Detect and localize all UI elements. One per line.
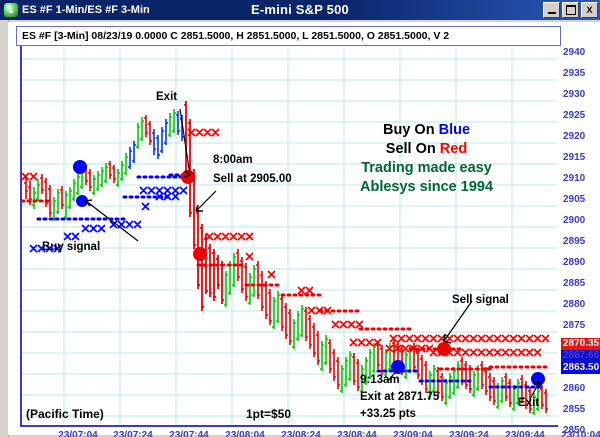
quote-info-text: ES #F [3-Min] 08/23/19 0.0000 C 2851.500… bbox=[22, 30, 450, 42]
price-tick: 2860 bbox=[563, 383, 586, 394]
buy-signal-leader bbox=[85, 200, 139, 242]
price-tick: 2850 bbox=[563, 425, 586, 436]
exit-price-label: Exit at 2871.75 bbox=[360, 391, 440, 403]
exit-sell-dot bbox=[181, 170, 195, 184]
price-axis[interactable]: 2940 2935 2930 2925 2920 2915 2910 2905 … bbox=[561, 46, 600, 436]
time-tick: 23/10:04 bbox=[561, 430, 600, 437]
exit-label-top: Exit bbox=[156, 91, 178, 103]
sell-signal-leader bbox=[443, 300, 473, 342]
window-controls[interactable]: X bbox=[543, 2, 598, 18]
timezone-note: (Pacific Time) bbox=[26, 407, 104, 421]
exit-label-right: Exit bbox=[518, 397, 540, 409]
price-tick: 2875 bbox=[563, 320, 586, 331]
price-tick: 2895 bbox=[563, 236, 586, 247]
time-tick: 23/07:04 bbox=[58, 430, 98, 437]
price-tick: 2885 bbox=[563, 278, 586, 289]
price-tick: 2920 bbox=[563, 131, 586, 142]
buy-signal-label: Buy signal bbox=[42, 241, 101, 253]
exit-time-label: 9:13am bbox=[360, 374, 400, 386]
exit-buy-dot bbox=[391, 360, 405, 374]
exit-right-leader bbox=[529, 380, 541, 400]
buy-dot-large bbox=[73, 160, 87, 174]
time-tick: 23/07:24 bbox=[113, 430, 153, 437]
time-tick: 23/07:44 bbox=[169, 430, 209, 437]
close-button[interactable]: X bbox=[581, 2, 598, 18]
price-tick: 2925 bbox=[563, 110, 586, 121]
price-chart-svg bbox=[20, 49, 557, 424]
promo-red-word: Red bbox=[439, 141, 468, 157]
price-tick: 2930 bbox=[563, 89, 586, 100]
bid-price-badge: 2863.50 bbox=[561, 362, 600, 374]
price-tick: 2935 bbox=[563, 68, 586, 79]
promo-legend-block: Buy On Blue Sell On Red Trading made eas… bbox=[360, 121, 493, 197]
buy-signal-dot bbox=[76, 195, 88, 207]
time-tick: 23/08:24 bbox=[281, 430, 321, 437]
time-tick: 23/09:04 bbox=[393, 430, 433, 437]
time-tick: 23/08:04 bbox=[225, 430, 265, 437]
exit-buy-leader bbox=[387, 368, 399, 382]
price-tick: 2890 bbox=[563, 257, 586, 268]
window-title-left: ES #F 1-Min/ES #F 3-Min bbox=[22, 4, 150, 16]
window-title-bar[interactable]: ▲ ES #F 1-Min/ES #F 3-Min E-mini S&P 500… bbox=[0, 0, 600, 20]
price-tick: 2905 bbox=[563, 194, 586, 205]
promo-line-sell: Sell On Red bbox=[360, 140, 493, 159]
sell-signal-label: Sell signal bbox=[452, 294, 509, 306]
sell-indicator-dots bbox=[20, 199, 548, 371]
buy-indicator-dots bbox=[36, 173, 542, 389]
sell-price-label: Sell at 2905.00 bbox=[213, 173, 292, 185]
exit-pts-label: +33.25 pts bbox=[360, 408, 416, 420]
sell-signal-dot bbox=[437, 342, 451, 356]
price-tick: 2910 bbox=[563, 173, 586, 184]
promo-brand: Ablesys since 1994 bbox=[360, 179, 494, 195]
maximize-icon bbox=[565, 5, 576, 15]
time-tick: 23/08:44 bbox=[337, 430, 377, 437]
grid-lines bbox=[20, 49, 557, 424]
price-tick: 2915 bbox=[563, 152, 586, 163]
time-axis[interactable]: 23/07:04 23/07:24 23/07:44 23/08:04 23/0… bbox=[8, 427, 600, 437]
ask-price-badge: 2870.35 bbox=[561, 338, 600, 350]
exit-top-leader bbox=[179, 108, 191, 176]
sell-time-label: 8:00am bbox=[213, 154, 253, 166]
promo-blue-word: Blue bbox=[438, 122, 471, 138]
price-tick: 2900 bbox=[563, 215, 586, 226]
chart-client-area: ES #F [3-Min] 08/23/19 0.0000 C 2851.500… bbox=[0, 20, 600, 437]
time-tick: 23/09:24 bbox=[449, 430, 489, 437]
sell-entry-dot bbox=[193, 247, 207, 261]
promo-buy-on: Buy On bbox=[383, 122, 439, 138]
annotation-leader-lines bbox=[85, 108, 541, 400]
sell-entry-leader bbox=[195, 190, 217, 212]
minimize-icon bbox=[547, 11, 556, 14]
last-price-badge: 2867.66 bbox=[561, 350, 600, 362]
promo-sell-on: Sell On bbox=[385, 141, 440, 157]
price-tick: 2940 bbox=[563, 47, 586, 58]
buy-x-band bbox=[29, 186, 188, 253]
promo-tagline: Trading made easy bbox=[361, 160, 492, 176]
point-value-note: 1pt=$50 bbox=[246, 407, 292, 421]
time-tick: 23/09:44 bbox=[505, 430, 545, 437]
ablesys-logo-icon: ▲ bbox=[4, 3, 18, 17]
chart-panel[interactable]: ES #F [3-Min] 08/23/19 0.0000 C 2851.500… bbox=[8, 22, 600, 437]
minimize-button[interactable] bbox=[543, 2, 560, 18]
promo-line-buy: Buy On Blue bbox=[360, 121, 493, 140]
price-tick: 2880 bbox=[563, 299, 586, 310]
price-tick: 2855 bbox=[563, 404, 586, 415]
price-plot-area[interactable]: Buy signal Exit 8:00am Sell at 2905.00 S… bbox=[20, 49, 557, 424]
quote-info-bar: ES #F [3-Min] 08/23/19 0.0000 C 2851.500… bbox=[16, 26, 561, 46]
maximize-button[interactable] bbox=[562, 2, 579, 18]
